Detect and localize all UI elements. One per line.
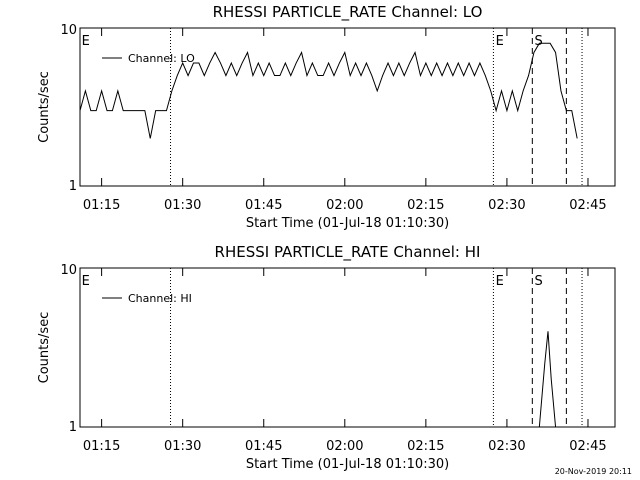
x-tick-label: 01:15	[83, 198, 120, 213]
x-tick-label: 02:30	[488, 198, 525, 213]
event-label: E	[496, 274, 504, 289]
data-line	[538, 331, 557, 427]
x-axis-label: Start Time (01-Jul-18 01:10:30)	[246, 457, 449, 472]
chart-title: RHESSI PARTICLE_RATE Channel: HI	[215, 243, 481, 262]
x-tick-label: 02:00	[326, 198, 363, 213]
x-tick-label: 01:45	[245, 198, 282, 213]
x-tick-label: 01:30	[164, 439, 201, 454]
y-tick-label: 1	[69, 179, 77, 194]
event-label: E	[82, 34, 90, 49]
x-tick-label: 01:45	[245, 439, 282, 454]
x-tick-label: 02:45	[569, 439, 606, 454]
plot-frame	[79, 267, 616, 428]
data-line	[80, 42, 578, 139]
x-tick-label: 01:15	[83, 439, 120, 454]
legend-label: Channel: LO	[128, 52, 195, 65]
x-tick-label: 02:00	[326, 439, 363, 454]
y-tick-label: 10	[60, 263, 77, 278]
x-tick-label: 02:45	[569, 198, 606, 213]
event-label: S	[534, 274, 542, 289]
chart-title: RHESSI PARTICLE_RATE Channel: LO	[213, 3, 483, 22]
event-label: E	[496, 34, 504, 49]
event-label: S	[534, 34, 542, 49]
x-axis-label: Start Time (01-Jul-18 01:10:30)	[246, 216, 449, 231]
x-tick-label: 02:15	[407, 198, 444, 213]
event-label: E	[82, 274, 90, 289]
legend-label: Channel: HI	[128, 292, 192, 305]
y-axis-label: Counts/sec	[37, 71, 52, 143]
x-tick-label: 02:30	[488, 439, 525, 454]
footer-date: 20-Nov-2019 20:11	[555, 467, 632, 476]
x-tick-label: 01:30	[164, 198, 201, 213]
y-axis-label: Counts/sec	[37, 312, 52, 384]
y-tick-label: 1	[69, 420, 77, 435]
plot-frame	[79, 27, 616, 187]
x-tick-label: 02:15	[407, 439, 444, 454]
y-tick-label: 10	[60, 23, 77, 38]
